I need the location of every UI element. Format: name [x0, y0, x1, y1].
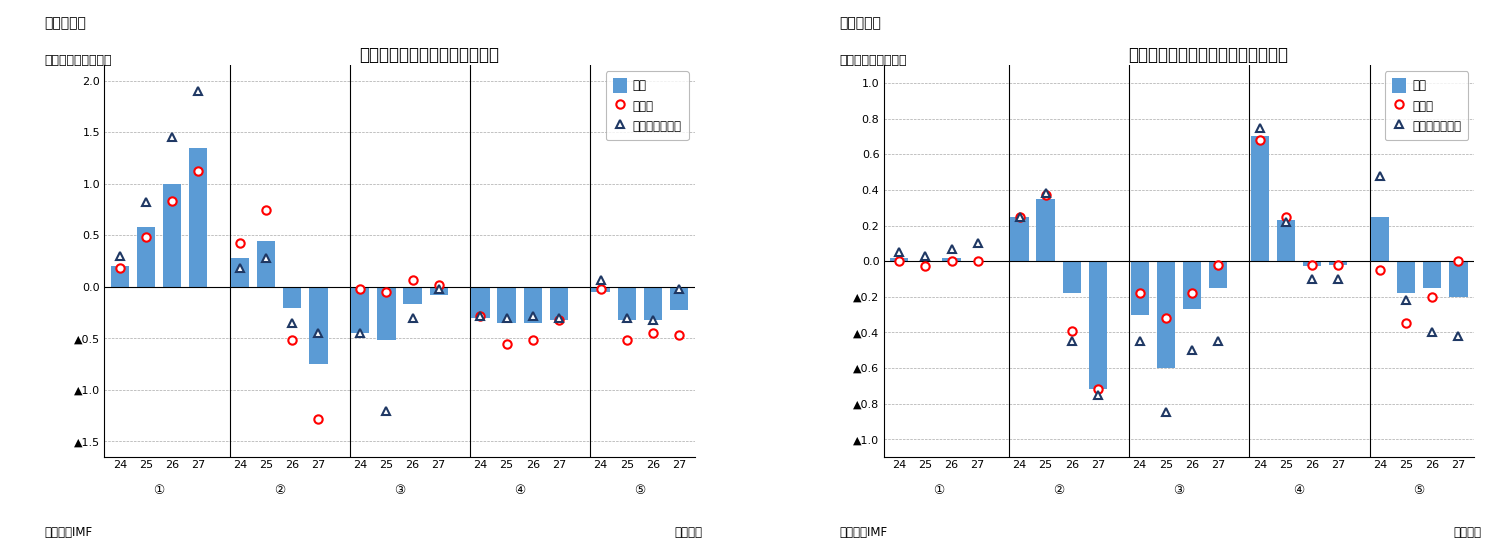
Text: ①: ① — [153, 484, 165, 497]
Bar — [429, 287, 448, 295]
Text: （年次）: （年次） — [1453, 526, 1482, 539]
Text: （図表６）: （図表６） — [838, 16, 881, 30]
Text: （資料）IMF: （資料）IMF — [45, 526, 92, 539]
Bar — [351, 287, 369, 333]
Text: ⑤: ⑤ — [1413, 484, 1425, 497]
Bar — [283, 287, 301, 307]
Bar — [497, 287, 515, 323]
Text: ③: ③ — [393, 484, 405, 497]
Bar — [670, 287, 688, 310]
Bar — [618, 287, 636, 320]
Bar — [1251, 137, 1269, 261]
Bar — [549, 287, 567, 320]
Bar — [1371, 217, 1389, 261]
Bar — [1303, 261, 1321, 267]
Legend: 世界, 先進国, 新興国・途上国: 世界, 先進国, 新興国・途上国 — [1385, 71, 1468, 140]
Bar — [310, 287, 328, 364]
Bar — [943, 257, 960, 261]
Bar — [524, 287, 542, 323]
Bar — [1088, 261, 1106, 390]
Bar — [1330, 261, 1348, 265]
Bar — [1036, 199, 1054, 261]
Bar — [1397, 261, 1416, 293]
Legend: 世界, 先進国, 新興国・途上国: 世界, 先進国, 新興国・途上国 — [606, 71, 689, 140]
Bar — [404, 287, 421, 305]
Bar — [162, 184, 182, 287]
Bar — [1130, 261, 1150, 314]
Text: ②: ② — [1053, 484, 1065, 497]
Text: ⑤: ⑤ — [634, 484, 645, 497]
Bar — [472, 287, 490, 318]
Bar — [189, 148, 207, 287]
Bar — [890, 257, 908, 261]
Bar — [110, 266, 130, 287]
Text: ④: ④ — [514, 484, 526, 497]
Text: ①: ① — [934, 484, 944, 497]
Text: （資料）IMF: （資料）IMF — [838, 526, 887, 539]
Bar — [591, 287, 610, 292]
Bar — [1157, 261, 1175, 368]
Bar — [1182, 261, 1202, 309]
Bar — [1423, 261, 1441, 288]
Bar — [231, 258, 249, 287]
Bar — [1278, 220, 1295, 261]
Bar — [643, 287, 663, 320]
Text: （ベースライン比）: （ベースライン比） — [45, 54, 112, 67]
Text: （ベースライン比）: （ベースライン比） — [838, 54, 907, 67]
Bar — [1209, 261, 1227, 288]
Text: （図表５）: （図表５） — [45, 16, 86, 30]
Bar — [258, 240, 275, 287]
Title: 代替シナリオの成長率への影響: 代替シナリオの成長率への影響 — [359, 46, 499, 64]
Title: 代替シナリオのインフレ率への影響: 代替シナリオのインフレ率への影響 — [1129, 46, 1288, 64]
Text: ③: ③ — [1173, 484, 1185, 497]
Bar — [1011, 217, 1029, 261]
Text: （年次）: （年次） — [675, 526, 703, 539]
Bar — [137, 227, 155, 287]
Text: ④: ④ — [1294, 484, 1304, 497]
Bar — [1063, 261, 1081, 293]
Text: ②: ② — [274, 484, 284, 497]
Bar — [377, 287, 396, 341]
Bar — [1449, 261, 1468, 296]
